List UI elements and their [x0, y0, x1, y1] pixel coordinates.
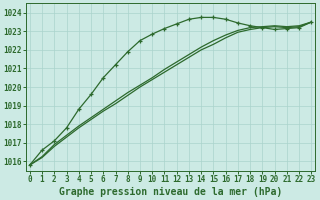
- X-axis label: Graphe pression niveau de la mer (hPa): Graphe pression niveau de la mer (hPa): [59, 186, 282, 197]
